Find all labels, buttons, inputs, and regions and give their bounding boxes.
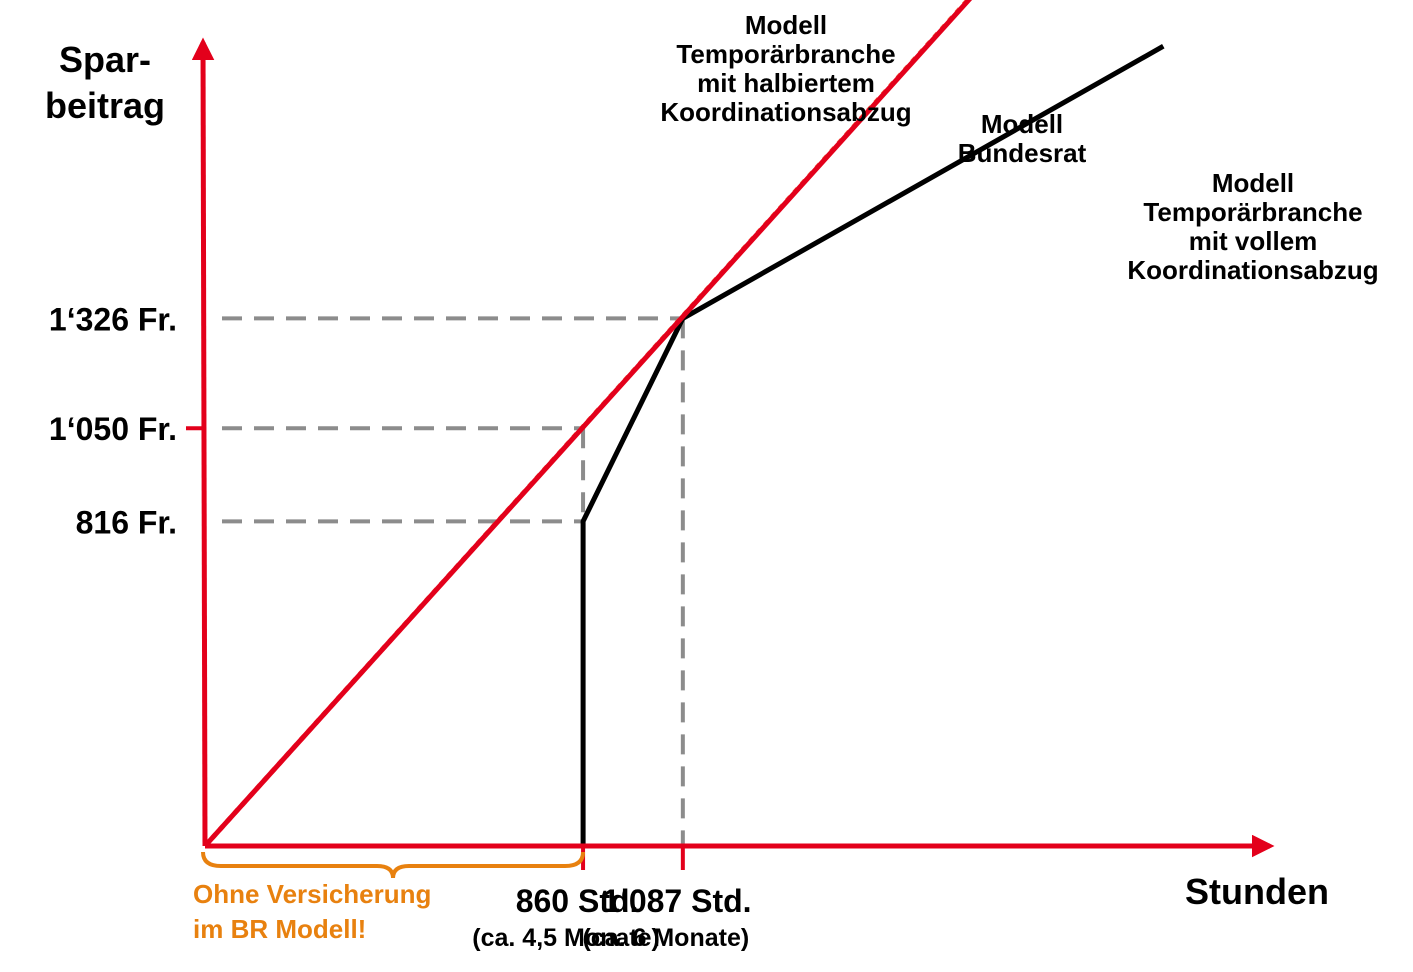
x-tick-sublabel: (ca. 6 Monate) [582,924,749,952]
series-name-label: Modell [745,10,827,40]
series-name-label: Modell [981,109,1063,139]
series-name-label: Koordinationsabzug [660,97,911,127]
series-name-label: mit vollem [1189,226,1318,256]
y-axis-label: Spar- [59,39,151,80]
series-name-label: Bundesrat [958,138,1087,168]
x-axis-label: Stunden [1185,871,1329,912]
annotation-label: Ohne Versicherung [193,879,431,909]
series-name-label: Temporärbranche [1143,197,1362,227]
annotation-label: im BR Modell! [193,914,366,944]
series-name-label: Temporärbranche [676,39,895,69]
orange-brace [201,851,586,879]
series-line-full-coordination [203,0,973,848]
chart-labels: 1‘326 Fr. 1‘050 Fr. 816 Fr. 860 Std. (ca. 4,… [45,10,1379,952]
x-tick-sublabel: (ca. 4,5 Monate) [472,924,660,952]
x-tick-label: 860 Std. [516,883,639,919]
series-name-label: mit halbiertem [697,68,875,98]
x-tick-label: 1‘087 Std. [602,883,751,919]
series-name-label: Koordinationsabzug [1127,255,1378,285]
y-tick-label: 816 Fr. [76,504,177,540]
y-axis [191,37,215,847]
y-axis-label: beitrag [45,85,165,126]
series-name-label: Modell [1212,168,1294,198]
y-tick-label: 1‘326 Fr. [49,301,177,337]
y-tick-label: 1‘050 Fr. [49,411,177,447]
axes [186,37,1275,879]
guide-lines [222,316,685,846]
